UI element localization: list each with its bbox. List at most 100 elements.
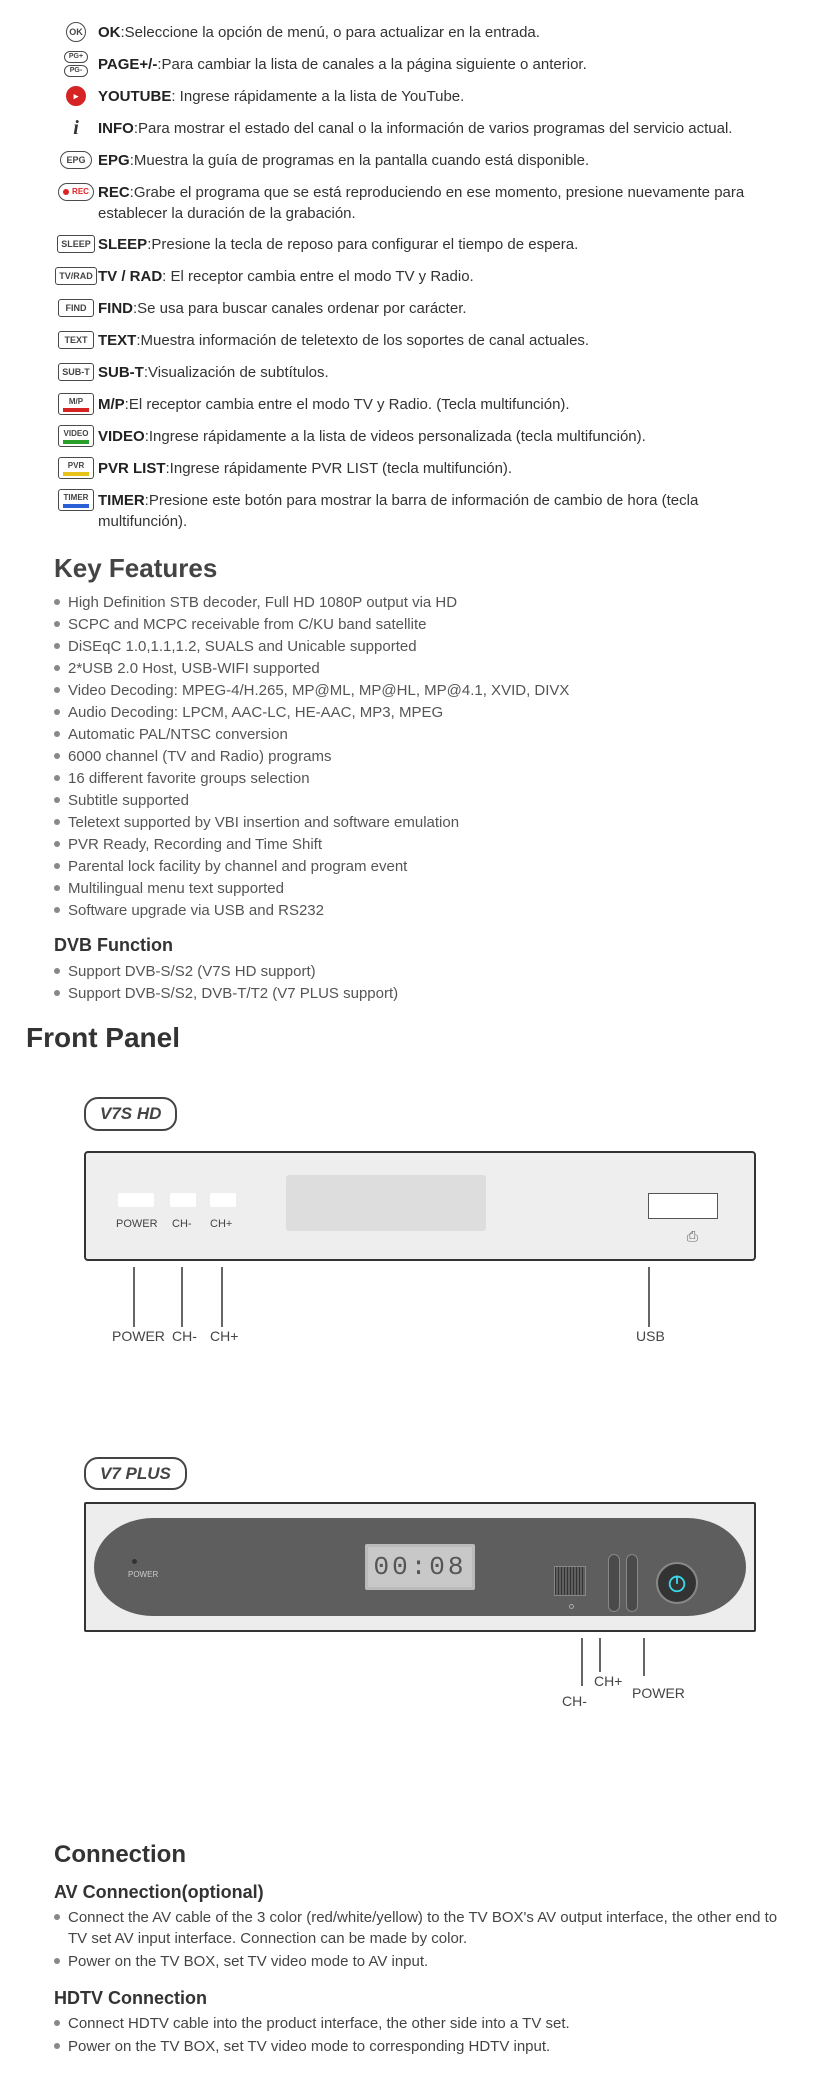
- list-item: Support DVB-S/S2, DVB-T/T2 (V7 PLUS supp…: [54, 983, 786, 1004]
- list-item: Connect the AV cable of the 3 color (red…: [54, 1907, 786, 1949]
- remote-text: PVR LIST:Ingrese rápidamente PVR LIST (t…: [98, 456, 786, 479]
- list-item: Subtitle supported: [54, 790, 786, 811]
- list-item: Power on the TV BOX, set TV video mode t…: [54, 2036, 786, 2057]
- av-connection-list: Connect the AV cable of the 3 color (red…: [54, 1907, 786, 1972]
- dvb-function-list: Support DVB-S/S2 (V7S HD support)Support…: [54, 961, 786, 1004]
- v7p-label: V7 PLUS: [84, 1457, 187, 1491]
- v7p-ir-sensor: [554, 1566, 586, 1596]
- v7s-ch-plus-button: [210, 1193, 236, 1207]
- list-item: Connect HDTV cable into the product inte…: [54, 2013, 786, 2034]
- v7p-indicator: [569, 1604, 574, 1609]
- text-icon: TEXT: [54, 328, 98, 352]
- v7s-callout-power: POWER: [112, 1327, 165, 1347]
- ok-icon: OK: [54, 20, 98, 44]
- remote-text: INFO:Para mostrar el estado del canal o …: [98, 116, 786, 139]
- front-panel-title: Front Panel: [26, 1018, 786, 1057]
- v7p-callout-chp: CH+: [594, 1672, 622, 1692]
- v7s-chm-label: CH-: [172, 1217, 192, 1232]
- list-item: Automatic PAL/NTSC conversion: [54, 724, 786, 745]
- v7p-panel: POWER 00:08 CH+ CH- POWER: [84, 1502, 756, 1778]
- list-item: Parental lock facility by channel and pr…: [54, 856, 786, 877]
- v7p-callout-chm: CH-: [562, 1692, 587, 1712]
- list-item: Support DVB-S/S2 (V7S HD support): [54, 961, 786, 982]
- sub-t-icon: SUB-T: [54, 360, 98, 384]
- find-icon: FIND: [54, 296, 98, 320]
- v7s-panel: ⎙ POWER CH- CH+ POWER CH- CH+ USB: [84, 1143, 756, 1427]
- list-item: Multilingual menu text supported: [54, 878, 786, 899]
- v7p-callout-power: POWER: [632, 1684, 685, 1704]
- v7s-callout-usb: USB: [636, 1327, 665, 1347]
- remote-text: EPG:Muestra la guía de programas en la p…: [98, 148, 786, 171]
- dvb-function-title: DVB Function: [54, 933, 786, 958]
- v7p-lcd: 00:08: [365, 1544, 475, 1590]
- remote-text: VIDEO:Ingrese rápidamente a la lista de …: [98, 424, 786, 447]
- list-item: Power on the TV BOX, set TV video mode t…: [54, 1951, 786, 1972]
- key-features-title: Key Features: [54, 550, 786, 586]
- sleep-icon: SLEEP: [54, 232, 98, 256]
- v7s-ch-minus-button: [170, 1193, 196, 1207]
- list-item: DiSEqC 1.0,1.1,1.2, SUALS and Unicable s…: [54, 636, 786, 657]
- list-item: SCPC and MCPC receivable from C/KU band …: [54, 614, 786, 635]
- key-features-list: High Definition STB decoder, Full HD 108…: [54, 592, 786, 921]
- remote-text: TV / RAD: El receptor cambia entre el mo…: [98, 264, 786, 287]
- v7p-ch-minus-button: [608, 1554, 620, 1612]
- connection-title: Connection: [54, 1838, 786, 1872]
- remote-item-tv-rad: TV/RADTV / RAD: El receptor cambia entre…: [54, 264, 786, 288]
- list-item: 16 different favorite groups selection: [54, 768, 786, 789]
- v7s-callout-chp: CH+: [210, 1327, 238, 1347]
- list-item: Software upgrade via USB and RS232: [54, 900, 786, 921]
- v7p-power-label: POWER: [128, 1569, 158, 1580]
- video-icon: VIDEO: [54, 424, 98, 448]
- remote-item-page-: PG+PG-PAGE+/-:Para cambiar la lista de c…: [54, 52, 786, 76]
- remote-text: M/P:El receptor cambia entre el modo TV …: [98, 392, 786, 415]
- remote-item-sleep: SLEEPSLEEP:Presione la tecla de reposo p…: [54, 232, 786, 256]
- v7s-usb-port: [648, 1193, 718, 1219]
- remote-item-rec: RECREC:Grabe el programa que se está rep…: [54, 180, 786, 224]
- remote-item-sub-t: SUB-TSUB-T:Visualización de subtítulos.: [54, 360, 786, 384]
- v7s-power-button: [118, 1193, 154, 1207]
- remote-text: SUB-T:Visualización de subtítulos.: [98, 360, 786, 383]
- v7p-ch-plus-button: [626, 1554, 638, 1612]
- remote-item-epg: EPGEPG:Muestra la guía de programas en l…: [54, 148, 786, 172]
- remote-item-m-p: M/PM/P:El receptor cambia entre el modo …: [54, 392, 786, 416]
- list-item: 2*USB 2.0 Host, USB-WIFI supported: [54, 658, 786, 679]
- remote-text: SLEEP:Presione la tecla de reposo para c…: [98, 232, 786, 255]
- remote-item-find: FINDFIND:Se usa para buscar canales orde…: [54, 296, 786, 320]
- rec-icon: REC: [54, 180, 98, 204]
- tv-rad-icon: TV/RAD: [54, 264, 98, 288]
- m-p-icon: M/P: [54, 392, 98, 416]
- v7s-device: ⎙ POWER CH- CH+: [84, 1151, 756, 1261]
- page--icon: PG+PG-: [54, 52, 98, 76]
- remote-text: TIMER:Presione este botón para mostrar l…: [98, 488, 786, 532]
- remote-item-pvr-list: PVRPVR LIST:Ingrese rápidamente PVR LIST…: [54, 456, 786, 480]
- v7p-power-button: [656, 1562, 698, 1604]
- v7s-callout-chm: CH-: [172, 1327, 197, 1347]
- v7s-power-label: POWER: [116, 1217, 158, 1232]
- remote-text: FIND:Se usa para buscar canales ordenar …: [98, 296, 786, 319]
- remote-text: TEXT:Muestra información de teletexto de…: [98, 328, 786, 351]
- list-item: PVR Ready, Recording and Time Shift: [54, 834, 786, 855]
- list-item: Teletext supported by VBI insertion and …: [54, 812, 786, 833]
- usb-icon: ⎙: [687, 1227, 698, 1247]
- remote-item-ok: OKOK:Seleccione la opción de menú, o par…: [54, 20, 786, 44]
- v7s-display: [286, 1175, 486, 1231]
- remote-item-youtube: ▸YOUTUBE: Ingrese rápidamente a la lista…: [54, 84, 786, 108]
- list-item: Audio Decoding: LPCM, AAC-LC, HE-AAC, MP…: [54, 702, 786, 723]
- remote-text: PAGE+/-:Para cambiar la lista de canales…: [98, 52, 786, 75]
- pvr-list-icon: PVR: [54, 456, 98, 480]
- remote-item-info: iINFO:Para mostrar el estado del canal o…: [54, 116, 786, 140]
- remote-item-text: TEXTTEXT:Muestra información de teletext…: [54, 328, 786, 352]
- connection-section: AV Connection(optional) Connect the AV c…: [54, 1880, 786, 2057]
- v7p-led: [132, 1559, 137, 1564]
- v7s-chp-label: CH+: [210, 1217, 232, 1232]
- av-connection-title: AV Connection(optional): [54, 1880, 786, 1905]
- v7p-device: POWER 00:08: [84, 1502, 756, 1632]
- remote-item-video: VIDEOVIDEO:Ingrese rápidamente a la list…: [54, 424, 786, 448]
- remote-text: YOUTUBE: Ingrese rápidamente a la lista …: [98, 84, 786, 107]
- remote-text: REC:Grabe el programa que se está reprod…: [98, 180, 786, 224]
- v7s-label: V7S HD: [84, 1097, 177, 1131]
- list-item: Video Decoding: MPEG-4/H.265, MP@ML, MP@…: [54, 680, 786, 701]
- remote-text: OK:Seleccione la opción de menú, o para …: [98, 20, 786, 43]
- list-item: 6000 channel (TV and Radio) programs: [54, 746, 786, 767]
- info-icon: i: [54, 116, 98, 140]
